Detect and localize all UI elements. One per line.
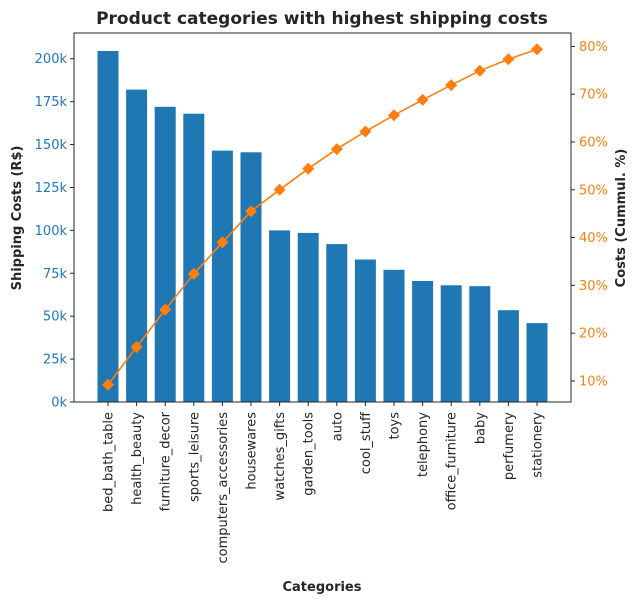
bar-sports_leisure: [183, 113, 205, 402]
x-tick-label: housewares: [245, 412, 260, 490]
x-tick-label: baby: [473, 412, 488, 444]
y2-tick-label: 30%: [579, 279, 608, 294]
x-tick-label: bed_bath_table: [102, 412, 117, 512]
y-tick-label: 75k: [43, 267, 68, 282]
cumulative-point-watches_gifts: [273, 183, 286, 196]
cumulative-point-toys: [388, 109, 400, 122]
x-axis-label: Categories: [282, 580, 361, 595]
cumulative-point-bed_bath_table: [102, 378, 114, 391]
y2-tick-label: 80%: [579, 40, 608, 55]
x-tick-label: health_beauty: [130, 412, 145, 505]
x-tick-label: perfumery: [502, 412, 517, 480]
cumulative-point-stationery: [531, 43, 543, 56]
x-tick-label: telephony: [416, 412, 431, 477]
y2-tick-label: 20%: [579, 327, 608, 342]
y-tick-label: 25k: [43, 353, 68, 368]
bar-baby: [469, 286, 491, 402]
y-tick-label: 200k: [35, 52, 68, 67]
bar-housewares: [240, 152, 262, 402]
bar-office_furniture: [440, 285, 462, 402]
bar-furniture_decor: [154, 106, 176, 403]
y-tick-label: 0k: [51, 396, 67, 411]
cumulative-point-computers_accessories: [216, 236, 229, 249]
cumulative-point-perfumery: [502, 53, 515, 66]
y-tick-label: 100k: [35, 224, 68, 239]
cumulative-point-cool_stuff: [359, 125, 372, 138]
y-axis-label: Shipping Costs (R$): [10, 146, 25, 291]
y-tick-label: 175k: [35, 95, 68, 110]
right-axis-ticks: 10% 20% 30% 40% 50% 60% 70% 80%: [571, 40, 608, 389]
plot-frame: [73, 32, 572, 403]
bar-bed_bath_table: [97, 51, 119, 402]
cumulative-point-health_beauty: [130, 341, 143, 354]
y-tick-label: 125k: [35, 181, 68, 196]
bar-watches_gifts: [269, 230, 291, 402]
y2-tick-label: 70%: [579, 88, 608, 103]
bar-perfumery: [497, 310, 519, 402]
x-tick-label: office_furniture: [445, 412, 460, 510]
bar-computers_accessories: [211, 150, 233, 402]
left-axis-ticks: 0k 25k 50k 75k 100k 125k 150k 175k 200k: [35, 52, 74, 411]
y2-tick-label: 60%: [579, 135, 608, 150]
x-tick-label: cool_stuff: [359, 411, 374, 474]
x-tick-label: stationery: [531, 412, 546, 478]
x-tick-label: toys: [388, 412, 403, 440]
y-tick-label: 150k: [35, 138, 68, 153]
y2-tick-label: 40%: [579, 231, 608, 246]
cumulative-point-office_furniture: [445, 79, 458, 92]
cumulative-point-auto: [330, 143, 343, 156]
y2-tick-label: 50%: [579, 183, 608, 198]
x-tick-label: garden_tools: [302, 412, 317, 496]
cumulative-line: [107, 48, 538, 386]
cumulative-point-furniture_decor: [159, 303, 172, 316]
y2-axis-label: Costs (Cummul. %): [614, 149, 629, 288]
x-tick-label: computers_accessories: [216, 412, 231, 564]
x-tick-label: sports_leisure: [187, 412, 202, 502]
cumulative-point-garden_tools: [302, 162, 315, 175]
x-tick-label: auto: [330, 412, 345, 441]
x-axis-ticks: bed_bath_table health_beauty furniture_dec…: [102, 402, 546, 563]
cumulative-point-baby: [473, 64, 486, 77]
bar-health_beauty: [126, 89, 148, 402]
x-tick-label: watches_gifts: [273, 412, 288, 501]
y-tick-label: 50k: [43, 310, 68, 325]
chart-title: Product categories with highest shipping…: [96, 9, 548, 29]
y2-tick-label: 10%: [579, 374, 608, 389]
cumulative-point-housewares: [245, 205, 257, 218]
bar-auto: [326, 244, 348, 402]
cumulative-line-layer: [102, 43, 543, 391]
bar-toys: [383, 269, 405, 402]
x-tick-label: furniture_decor: [159, 411, 174, 511]
bar-stationery: [526, 323, 548, 402]
bars-layer: [97, 51, 548, 403]
bar-telephony: [412, 281, 434, 402]
bar-garden_tools: [297, 232, 319, 402]
cumulative-point-sports_leisure: [187, 267, 200, 280]
bar-cool_stuff: [354, 259, 376, 402]
cumulative-point-telephony: [416, 93, 429, 106]
